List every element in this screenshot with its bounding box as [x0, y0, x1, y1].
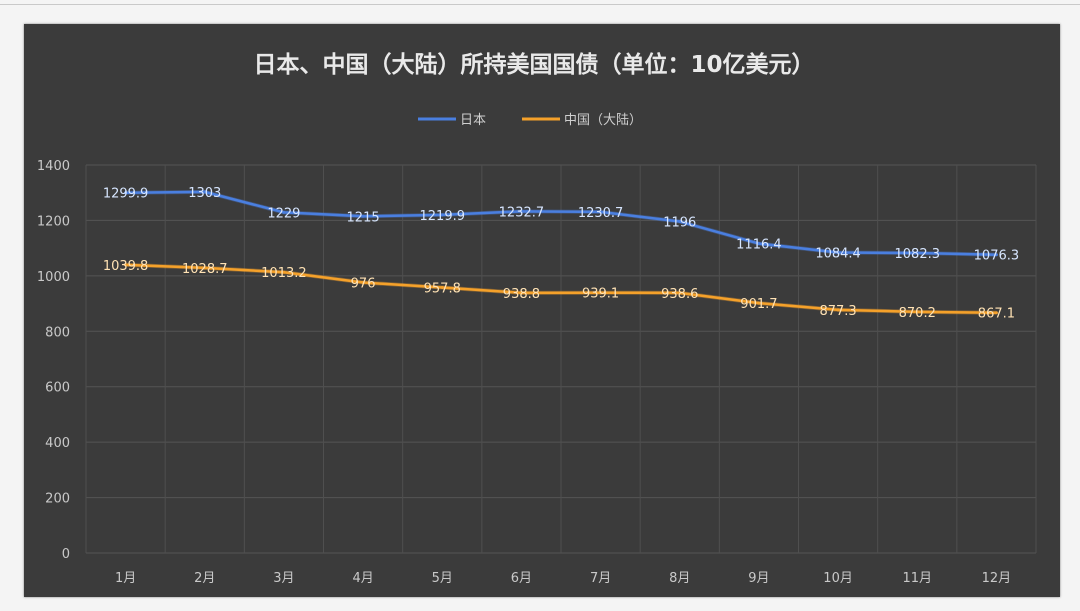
y-tick-label: 200	[45, 492, 70, 507]
y-tick-label: 0	[62, 547, 70, 562]
data-label: 1076.3	[974, 249, 1020, 264]
data-point	[757, 301, 761, 305]
data-point	[203, 266, 207, 270]
data-label: 1039.8	[103, 259, 149, 274]
data-point	[994, 311, 998, 315]
data-label: 867.1	[978, 307, 1015, 322]
x-tick-label: 5月	[432, 571, 453, 586]
data-point	[519, 209, 523, 213]
data-point	[994, 253, 998, 257]
data-point	[836, 250, 840, 254]
data-label: 1082.3	[895, 247, 941, 262]
data-point	[519, 291, 523, 295]
data-point	[599, 210, 603, 214]
data-label: 1196	[663, 216, 696, 231]
data-label: 1230.7	[578, 206, 624, 221]
x-tick-label: 2月	[194, 571, 215, 586]
x-tick-label: 4月	[352, 571, 373, 586]
y-tick-label: 600	[45, 381, 70, 396]
data-label: 870.2	[899, 306, 936, 321]
data-label: 877.3	[819, 304, 856, 319]
data-label: 957.8	[424, 282, 461, 297]
legend-label: 中国（大陆）	[564, 112, 642, 128]
data-point	[124, 263, 128, 267]
data-label: 1215	[347, 210, 380, 225]
data-label: 1232.7	[499, 205, 545, 220]
x-tick-label: 11月	[902, 571, 932, 586]
gridlines	[85, 164, 1037, 554]
series-line	[125, 263, 997, 314]
data-label: 976	[351, 277, 376, 292]
x-tick-label: 3月	[273, 571, 294, 586]
x-tick-label: 10月	[823, 571, 853, 586]
data-label: 1229	[267, 206, 300, 221]
data-point	[361, 281, 365, 285]
top-divider	[0, 4, 1080, 5]
legend-label: 日本	[460, 113, 486, 128]
data-point	[915, 310, 919, 314]
data-label: 1219.9	[420, 209, 466, 224]
x-tick-label: 7月	[590, 571, 611, 586]
x-tick-label: 8月	[669, 571, 690, 586]
x-axis: 1月 2月 3月 4月 5月 6月 7月 8月 9月 10月 11月 12月	[115, 571, 1011, 586]
data-point	[440, 286, 444, 290]
data-point	[282, 270, 286, 274]
data-point	[282, 210, 286, 214]
data-label: 938.6	[661, 287, 698, 302]
plot-area: 1299.9 1303 1229 1215 1219.9 1232.7 1230.7 1196…	[103, 186, 1019, 322]
y-tick-label: 1400	[37, 159, 70, 174]
chart-title: 日本、中国（大陆）所持美国国债（单位：10亿美元）	[253, 51, 814, 78]
series-line	[125, 190, 997, 256]
x-tick-label: 6月	[511, 571, 532, 586]
data-point	[361, 214, 365, 218]
y-tick-label: 400	[45, 436, 70, 451]
data-point	[678, 220, 682, 224]
data-point	[915, 251, 919, 255]
legend: 日本 中国（大陆）	[418, 112, 642, 128]
data-label: 1084.4	[815, 246, 861, 261]
data-point	[836, 308, 840, 312]
y-tick-label: 1000	[37, 270, 70, 285]
data-point	[757, 242, 761, 246]
y-axis: 0 200 400 600 800 1000 1200 1400	[37, 159, 70, 562]
data-point	[203, 190, 207, 194]
data-point	[124, 191, 128, 195]
data-label: 1299.9	[103, 187, 149, 202]
x-tick-label: 12月	[982, 571, 1012, 586]
data-point	[678, 291, 682, 295]
x-tick-label: 9月	[748, 571, 769, 586]
data-label: 1013.2	[261, 266, 307, 281]
data-label: 1116.4	[736, 238, 782, 253]
data-label: 1028.7	[182, 262, 228, 277]
data-label: 938.8	[503, 287, 540, 302]
data-point	[440, 213, 444, 217]
data-point	[599, 291, 603, 295]
data-label: 939.1	[582, 287, 619, 302]
data-label: 1303	[188, 186, 221, 201]
y-tick-label: 1200	[37, 214, 70, 229]
y-tick-label: 800	[45, 325, 70, 340]
data-label: 901.7	[740, 297, 777, 312]
x-tick-label: 1月	[115, 571, 136, 586]
